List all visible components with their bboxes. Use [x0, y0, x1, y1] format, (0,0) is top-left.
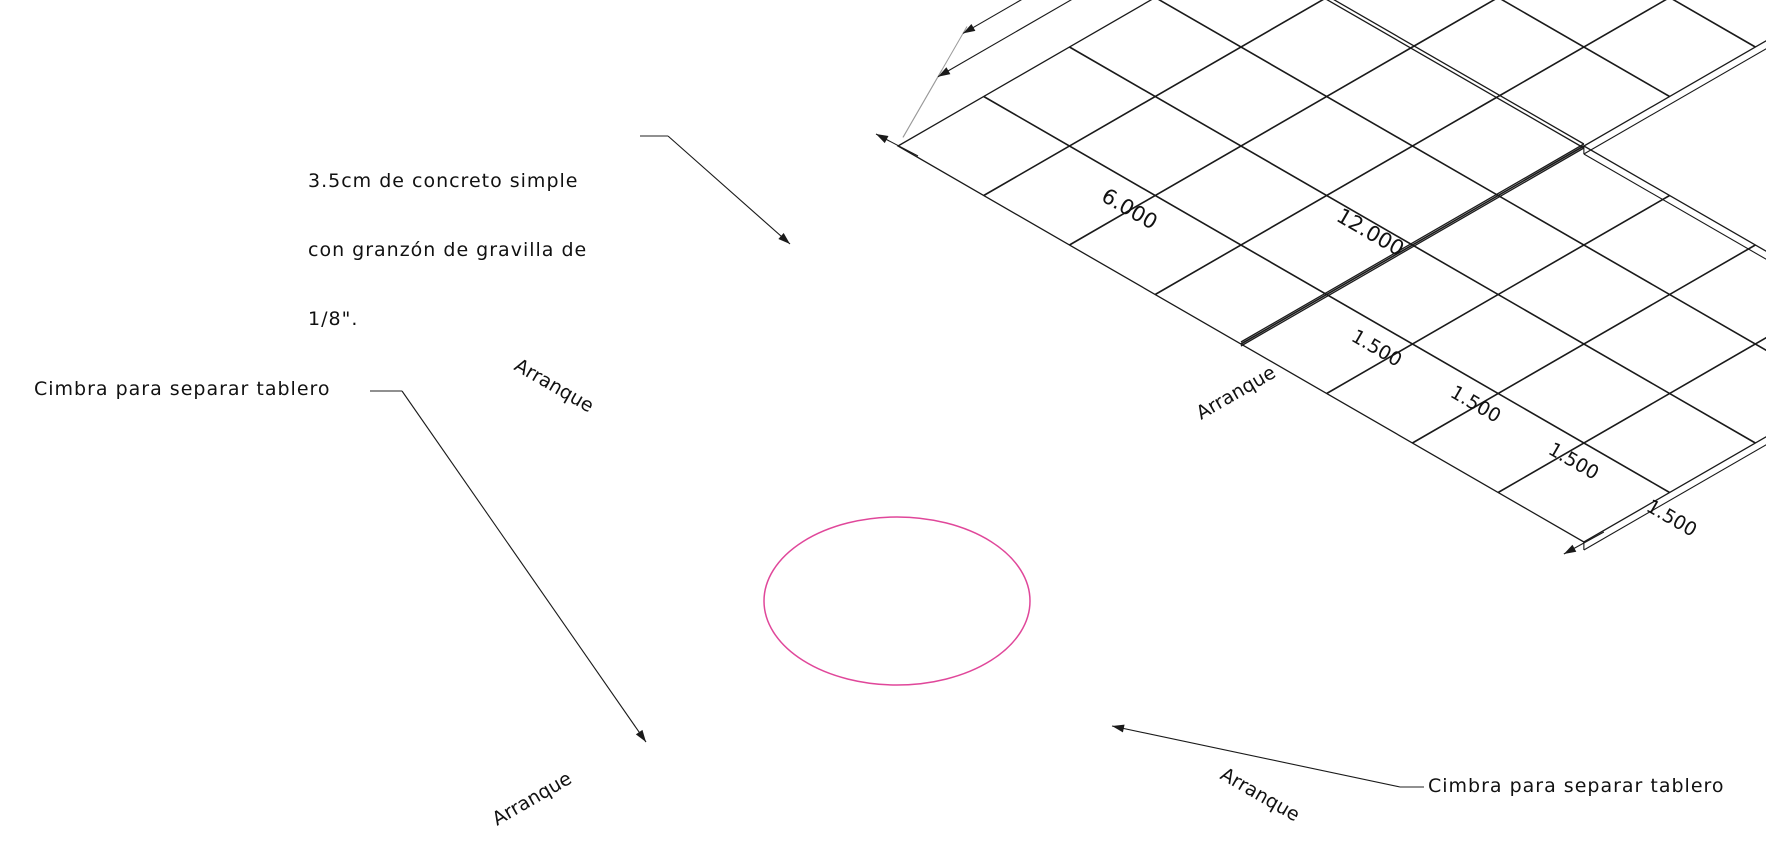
dimension-module-label-2: 1.500: [1447, 381, 1505, 427]
grid-line-left-u5: [1326, 194, 1671, 395]
leader-cimbra-left-shaft: [401, 390, 647, 743]
leader-cimbra-left-head: [635, 729, 646, 742]
grid-line-left-u7: [1497, 336, 1766, 494]
concrete-note-line-1: 3.5cm de concreto simple: [308, 170, 579, 192]
concrete-note-line-2: con granzón de gravilla de: [308, 239, 588, 261]
slab-bottom-edge-1: [1583, 48, 1766, 155]
dimension-overall-label: 12.000: [1333, 204, 1409, 262]
drawing-labels: Arranque Arranque Arranque Arranque 6.00…: [489, 184, 1701, 831]
dim-overall-arrow-a-head: [963, 23, 976, 34]
dim-half-arrow-a-head: [938, 67, 951, 77]
leader-cimbra-right-shaft: [1111, 725, 1401, 788]
grid-line-left-u6: [1412, 244, 1756, 444]
grid-line-right-v6: [1672, 0, 1756, 48]
cimbra-joint-1-a: [1240, 143, 1585, 343]
dimension-half-label: 6.000: [1098, 184, 1162, 235]
grid-line-right-v5: [1500, 0, 1671, 98]
grid-line-left-u1: [983, 0, 1324, 197]
leader-cimbra-right-head: [1112, 724, 1125, 733]
cimbra-note-left: Cimbra para separar tablero: [34, 378, 331, 400]
slab-bottom-edge-2: [1583, 153, 1766, 260]
dim-half-ext-a: [902, 69, 943, 138]
cimbra-joint-0-a: [1333, 0, 1585, 145]
dimension-module-label-4: 1.500: [1643, 495, 1701, 541]
arranque-label-bottom-right: Arranque: [1217, 763, 1304, 826]
grid-line-right-u3: [1497, 0, 1667, 98]
slab-top-edge: [896, 0, 1766, 543]
cimbra-joint-1-b: [1240, 147, 1585, 347]
arranque-label-bottom-left: Arranque: [489, 767, 576, 830]
leader-lines: [370, 135, 1424, 788]
slab-grid: [983, 0, 1766, 494]
grid-line-left-u4: [1240, 145, 1585, 345]
grid-line-left-u3: [1154, 95, 1499, 296]
slab-bottom-edge-3: [1583, 444, 1766, 551]
grid-line-right-u2: [1412, 0, 1496, 48]
arranque-arrow-bottom-left-head: [1563, 544, 1577, 554]
arranque-arrow-top-left-head: [876, 134, 889, 144]
detail-highlight-ellipse: [763, 516, 1031, 686]
dim-half-arrow-a-shaft: [937, 0, 1072, 78]
cimbra-joints: [875, 0, 1605, 555]
leader-concrete-note-shaft: [667, 135, 791, 245]
leader-concrete-note-head: [778, 233, 790, 244]
arranque-label-top-right: Arranque: [1193, 361, 1280, 424]
cimbra-joint-0-b: [1326, 0, 1585, 149]
cimbra-note-right: Cimbra para separar tablero: [1428, 775, 1725, 797]
grid-line-left-u2: [1069, 46, 1413, 246]
dimension-lines: [902, 0, 1072, 138]
dimension-module-label-3: 1.500: [1545, 438, 1603, 484]
concrete-note-line-3: 1/8".: [308, 308, 359, 330]
dim-overall-arrow-a-shaft: [962, 0, 1022, 34]
grid-line-left-v3: [1157, 0, 1766, 352]
concrete-note: 3.5cm de concreto simple con granzón de …: [308, 124, 587, 377]
